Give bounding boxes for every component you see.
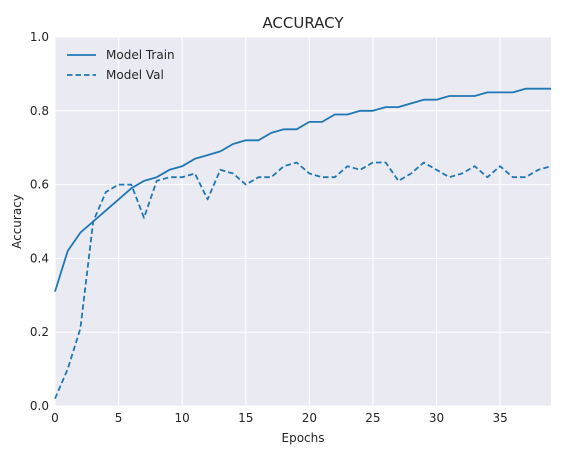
x-axis-label: Epochs xyxy=(282,431,325,445)
legend: Model Train Model Val xyxy=(67,48,175,82)
x-tick-label: 30 xyxy=(429,411,444,425)
plot-background xyxy=(55,37,551,406)
y-axis-ticks: 0.0 0.2 0.4 0.6 0.8 1.0 xyxy=(30,30,49,413)
series-line-model-val xyxy=(54,161,552,399)
x-tick-label: 10 xyxy=(175,411,190,425)
y-tick-label: 0.8 xyxy=(30,104,49,118)
chart-title: ACCURACY xyxy=(262,14,344,32)
y-tick-label: 0.6 xyxy=(30,178,49,192)
x-axis-ticks: 0 5 10 15 20 25 30 35 xyxy=(51,411,508,425)
x-tick-label: 0 xyxy=(51,411,59,425)
x-tick-label: 20 xyxy=(302,411,317,425)
y-tick-label: 0.2 xyxy=(30,325,49,339)
y-tick-label: 0.4 xyxy=(30,251,49,265)
x-tick-label: 15 xyxy=(238,411,253,425)
series-line-model-train xyxy=(54,87,551,292)
series-lines xyxy=(54,87,552,399)
y-axis-label: Accuracy xyxy=(10,194,24,249)
y-tick-label: 1.0 xyxy=(30,30,49,44)
y-tick-label: 0.0 xyxy=(30,399,49,413)
x-tick-label: 35 xyxy=(492,411,507,425)
legend-label: Model Train xyxy=(106,48,175,62)
x-tick-label: 5 xyxy=(115,411,123,425)
x-tick-label: 25 xyxy=(365,411,380,425)
legend-label: Model Val xyxy=(106,68,164,82)
